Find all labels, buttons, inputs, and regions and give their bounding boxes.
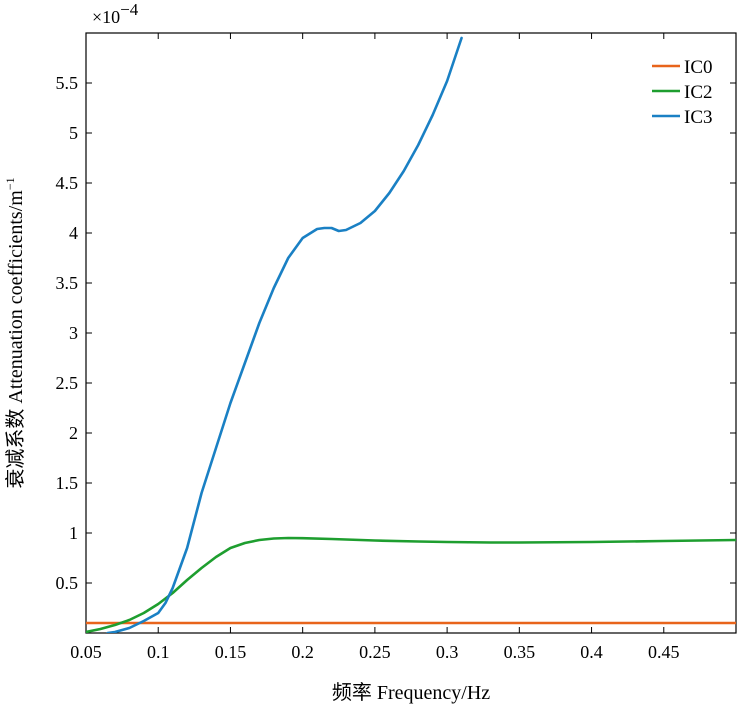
y-tick-label: 5	[69, 123, 78, 143]
y-tick-label: 4.5	[56, 173, 79, 193]
y-tick-label: 2	[69, 423, 78, 443]
y-ticks: 0.5 1 1.5 2 2.5 3 3.5 4 4.5 5 5.5	[56, 73, 736, 593]
x-tick-label: 0.45	[648, 642, 680, 662]
x-tick-label: 0.1	[147, 642, 170, 662]
y-multiplier: ×10−4	[92, 0, 139, 27]
series-line-ic3	[106, 36, 463, 633]
x-tick-label: 0.2	[291, 642, 314, 662]
y-tick-label: 1	[69, 523, 78, 543]
y-multiplier-base: ×10	[92, 7, 120, 27]
x-tick-label: 0.3	[436, 642, 459, 662]
y-tick-label: 3.5	[56, 273, 79, 293]
y-tick-label: 4	[69, 223, 78, 243]
series-line-ic2	[86, 536, 736, 633]
y-tick-label: 2.5	[56, 373, 79, 393]
legend: IC0 IC2 IC3	[652, 57, 713, 128]
y-axis-title-main: 衰减系数 Attenuation coefficients/m	[4, 190, 27, 489]
legend-label-ic2: IC2	[684, 82, 713, 103]
plot-frame	[85, 32, 737, 634]
x-ticks: 0.05 0.1 0.15 0.2 0.25 0.3 0.35 0.4 0.45	[70, 33, 680, 662]
x-tick-label: 0.4	[580, 642, 603, 662]
x-axis-title: 频率 Frequency/Hz	[332, 681, 490, 704]
series-layer	[86, 36, 736, 633]
y-axis-title-superscript: −1	[3, 177, 17, 190]
x-tick-label: 0.15	[215, 642, 247, 662]
legend-label-ic0: IC0	[684, 57, 713, 78]
y-axis-title: 衰减系数 Attenuation coefficients/m−1	[3, 177, 27, 488]
x-tick-label: 0.35	[504, 642, 536, 662]
y-tick-label: 3	[69, 323, 78, 343]
x-tick-label: 0.25	[359, 642, 391, 662]
legend-label-ic3: IC3	[684, 107, 713, 128]
y-tick-label: 5.5	[56, 73, 79, 93]
y-tick-label: 1.5	[56, 473, 79, 493]
y-multiplier-exponent: −4	[120, 0, 139, 19]
x-tick-label: 0.05	[70, 642, 102, 662]
y-tick-label: 0.5	[56, 573, 79, 593]
